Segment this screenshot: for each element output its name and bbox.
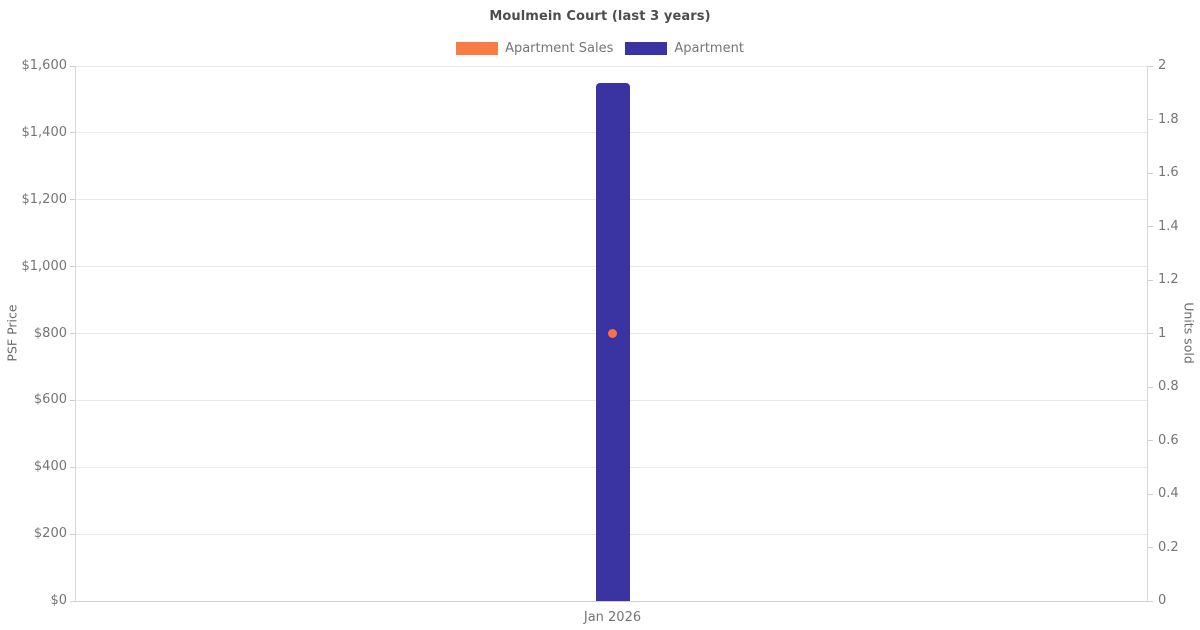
scatter-point-apartment-sales[interactable] [608,329,617,338]
y-axis-tick-label-right: 0.4 [1158,486,1179,501]
y-axis-tick-right [1148,226,1153,227]
y-axis-tick-label-left: $600 [33,392,67,408]
y-axis-tick-label-right: 1.4 [1158,218,1179,234]
legend-label-apartment-sales: Apartment Sales [505,41,614,56]
y-axis-tick-label-right: 1.2 [1158,272,1179,287]
y-axis-tick-right [1148,493,1153,495]
legend-swatch-apartment [625,42,668,55]
x-axis-category-label: Jan 2026 [583,610,642,625]
y-axis-tick-right [1148,600,1153,602]
chart-title: Moulmein Court (last 3 years) [489,9,711,24]
legend-item-apartment[interactable]: Apartment [625,41,744,56]
y-axis-tick-label-left: $200 [33,526,67,542]
y-axis-tick-label-right: 0 [1158,593,1167,608]
plot-area: $0 $200 $400 $600 $800 $1,000 $1,200 $1,400 $1,6… [22,58,1179,625]
y-axis-tick-left [70,199,75,201]
y-axis-tick-right [1148,65,1153,67]
legend: Apartment Sales Apartment [0,41,1200,56]
y-axis-tick-left [70,266,75,268]
y-axis-tick-right [1148,279,1153,281]
y-axis-tick-label-left: $400 [33,459,67,475]
y-axis-tick-label-right: 2 [1158,58,1167,73]
y-axis-tick-label-left: $1,600 [21,58,68,73]
y-axis-tick-label-left: $800 [33,325,67,341]
y-axis-tick-right [1148,386,1153,388]
y-axis-tick-label-left: $1,400 [21,124,68,140]
legend-swatch-apartment-sales [456,42,499,55]
y-axis-tick-label-left: $1,200 [21,191,68,207]
y-axis-tick-right [1148,547,1153,548]
y-axis-tick-left [70,466,75,468]
y-axis-tick-label-left: $0 [50,593,67,608]
y-axis-tick-left [70,333,75,334]
y-axis-tick-label-right: 1.8 [1158,111,1179,127]
y-axis-tick-left [70,399,75,401]
y-axis-tick-left [70,533,75,535]
y-axis-tick-right [1148,440,1153,441]
y-axis-tick-label-left: $1,000 [21,258,68,274]
y-axis-tick-right [1148,333,1153,334]
y-axis-tick-right [1148,172,1153,174]
y-axis-tick-label-right: 1 [1158,325,1167,341]
y-axis-tick-right [1148,119,1153,120]
legend-label-apartment: Apartment [674,41,744,56]
y-axis-title-left: PSF Price [4,304,20,362]
y-axis-tick-left [70,65,75,67]
y-axis-tick-label-right: 0.6 [1158,432,1179,448]
y-axis-tick-left [70,132,75,134]
y-axis-tick-left [70,600,75,602]
y-axis-tick-label-right: 0.8 [1158,379,1179,394]
y-axis-title-right: Units sold [1181,302,1197,364]
y-axis-tick-label-right: 0.2 [1158,539,1179,555]
y-axis-tick-label-right: 1.6 [1158,165,1179,180]
y-gridline [76,65,1147,67]
bar-apartment[interactable] [595,82,630,601]
legend-item-apartment-sales[interactable]: Apartment Sales [456,41,613,56]
